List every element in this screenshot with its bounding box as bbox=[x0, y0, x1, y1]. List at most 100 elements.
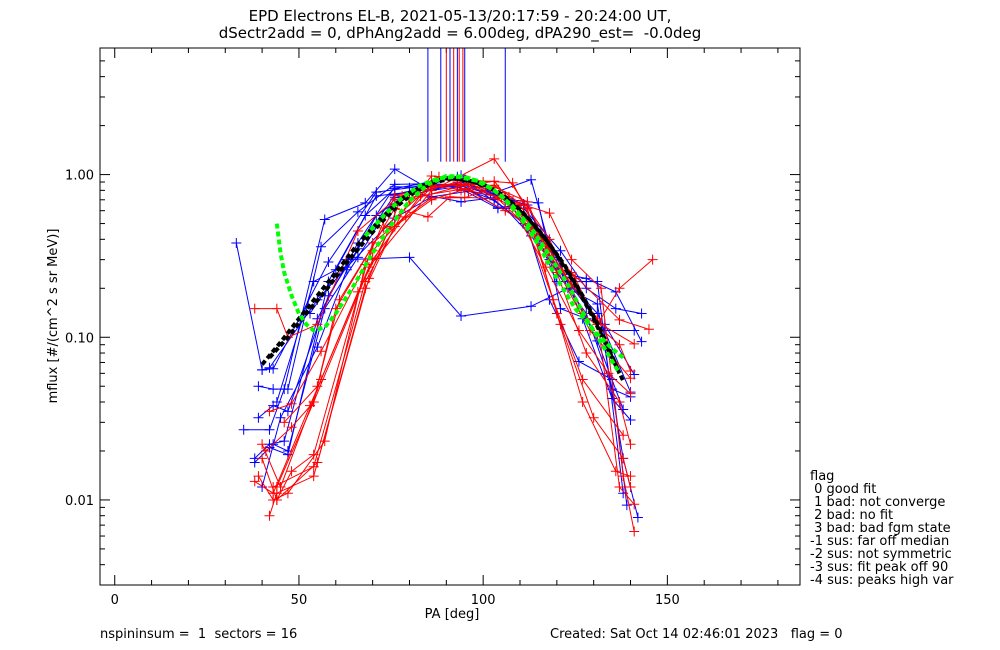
data-point bbox=[555, 245, 566, 256]
series-trace bbox=[271, 171, 629, 505]
data-point bbox=[456, 311, 467, 322]
data-point bbox=[614, 339, 625, 350]
fit-curves bbox=[260, 173, 626, 382]
data-point bbox=[621, 500, 632, 511]
data-point bbox=[308, 276, 319, 287]
data-point bbox=[500, 205, 511, 216]
data-point bbox=[275, 482, 286, 493]
x-axis-label: PA [deg] bbox=[425, 607, 480, 622]
data-point bbox=[544, 208, 555, 219]
data-point bbox=[352, 252, 363, 263]
data-point bbox=[312, 381, 323, 392]
data-point bbox=[264, 424, 275, 435]
data-point bbox=[533, 197, 544, 208]
data-point bbox=[279, 417, 290, 428]
data-point bbox=[643, 324, 654, 335]
data-point bbox=[614, 314, 625, 325]
y-axis-label: mflux [#/(cm^2 s sr MeV)] bbox=[46, 229, 61, 404]
series-trace bbox=[231, 186, 643, 523]
legend-item: 0 good fit bbox=[810, 482, 877, 497]
series-trace bbox=[257, 181, 640, 510]
y-tick-label: 1.00 bbox=[65, 169, 94, 184]
series-trace bbox=[260, 191, 654, 456]
data-point bbox=[610, 303, 621, 314]
data-point bbox=[268, 488, 279, 499]
footer-created-info: Created: Sat Oct 14 02:46:01 2023 flag =… bbox=[550, 627, 843, 642]
data-point bbox=[445, 191, 455, 202]
data-point bbox=[614, 396, 625, 407]
data-point bbox=[566, 254, 577, 265]
data-point bbox=[526, 301, 537, 312]
legend-item: 1 bad: not converge bbox=[810, 495, 946, 510]
data-point bbox=[352, 286, 363, 297]
data-point bbox=[625, 373, 636, 384]
data-point bbox=[253, 381, 264, 392]
data-point bbox=[526, 174, 537, 185]
y-tick-label: 0.10 bbox=[65, 331, 94, 346]
data-point bbox=[308, 471, 319, 482]
data-point bbox=[316, 241, 327, 252]
data-point bbox=[614, 283, 625, 294]
data-point bbox=[625, 439, 636, 450]
series-trace bbox=[238, 164, 632, 511]
data-point bbox=[316, 374, 327, 385]
series-line bbox=[235, 190, 639, 518]
data-point bbox=[271, 396, 282, 407]
x-tick-label: 150 bbox=[655, 593, 680, 608]
data-point bbox=[286, 466, 297, 477]
legend-item: -2 sus: not symmetric bbox=[810, 547, 952, 562]
data-point bbox=[548, 294, 559, 305]
data-point bbox=[389, 164, 400, 175]
data-point bbox=[282, 384, 293, 395]
data-point bbox=[610, 466, 621, 477]
series-line bbox=[254, 158, 631, 494]
data-point bbox=[253, 471, 264, 482]
series-trace bbox=[264, 179, 636, 417]
x-tick-label: 0 bbox=[111, 593, 119, 608]
y-tick-label: 0.01 bbox=[65, 494, 94, 509]
data-point bbox=[573, 325, 584, 336]
flag-legend: flag 0 good fit 1 bad: not converge 2 ba… bbox=[810, 470, 954, 587]
data-point bbox=[268, 363, 279, 374]
data-point bbox=[264, 406, 275, 417]
data-point bbox=[629, 325, 640, 336]
chart-title-line1: EPD Electrons EL-B, 2021-05-13/20:17:59 … bbox=[248, 7, 672, 25]
fit-curve bbox=[274, 173, 625, 360]
data-point bbox=[636, 336, 647, 347]
data-point bbox=[286, 398, 297, 409]
axis-ticks: 0 50 100 150 0.01 0.10 1.00 bbox=[65, 47, 800, 608]
x-tick-label: 50 bbox=[291, 593, 308, 608]
data-point bbox=[363, 273, 374, 284]
data-point bbox=[540, 262, 551, 273]
data-point bbox=[286, 422, 297, 433]
data-point bbox=[625, 415, 636, 426]
data-point bbox=[592, 299, 603, 310]
data-point bbox=[618, 430, 629, 441]
data-point bbox=[268, 384, 279, 395]
data-point bbox=[614, 482, 625, 493]
data-point bbox=[596, 283, 607, 294]
fit-curve bbox=[260, 176, 626, 382]
data-point bbox=[238, 424, 249, 435]
data-point bbox=[404, 252, 415, 263]
series-line bbox=[269, 176, 631, 456]
data-point bbox=[257, 439, 268, 450]
series-trace bbox=[264, 180, 636, 521]
data-point bbox=[636, 308, 647, 319]
data-point bbox=[312, 457, 323, 468]
legend-item: -3 sus: fit peak off 90 bbox=[810, 560, 949, 575]
series-line bbox=[265, 196, 650, 452]
data-point bbox=[308, 396, 319, 407]
data-point bbox=[323, 257, 334, 268]
data-point bbox=[489, 153, 500, 164]
footer-spin-info: nspininsum = 1 sectors = 16 bbox=[100, 627, 298, 642]
data-point bbox=[316, 346, 327, 357]
data-point bbox=[618, 404, 629, 415]
data-point bbox=[647, 254, 658, 265]
data-point bbox=[279, 436, 290, 447]
legend-item: 2 bad: no fit bbox=[810, 508, 894, 523]
peak-markers bbox=[427, 48, 506, 162]
data-point bbox=[618, 453, 629, 464]
data-point bbox=[249, 476, 260, 487]
